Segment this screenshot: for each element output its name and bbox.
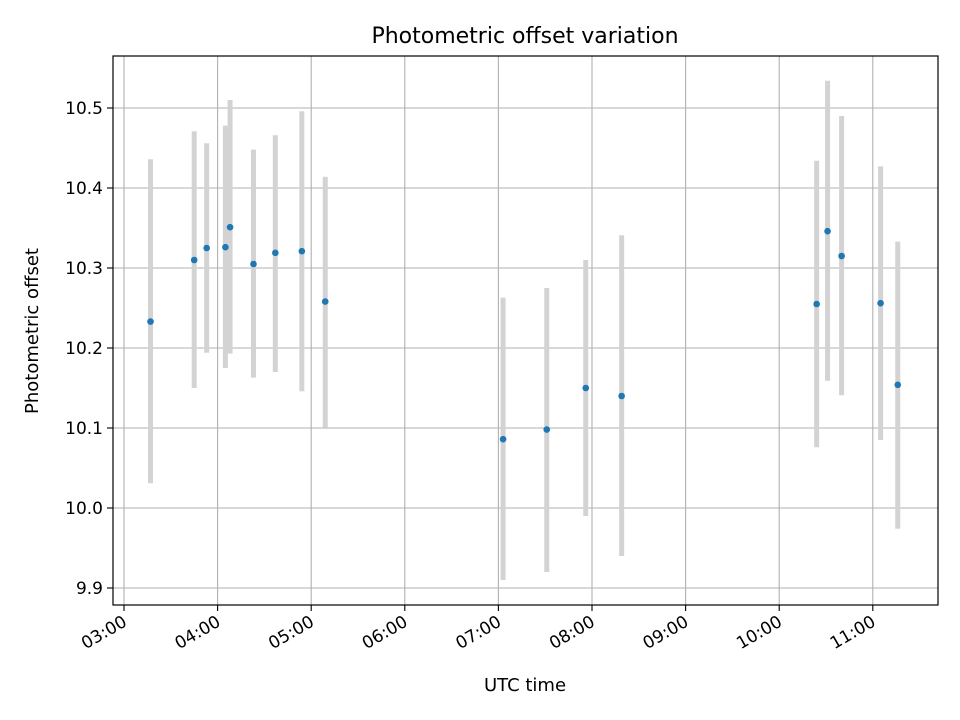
y-tick-label: 10.5 bbox=[65, 99, 103, 119]
data-point bbox=[298, 247, 306, 255]
y-tick-label: 10.4 bbox=[65, 179, 103, 199]
data-point bbox=[894, 381, 902, 389]
data-point bbox=[877, 299, 884, 307]
y-tick-label: 10.0 bbox=[65, 499, 103, 519]
y-tick-label: 10.3 bbox=[65, 259, 103, 279]
y-axis-label: Photometric offset bbox=[22, 248, 43, 414]
data-point bbox=[582, 384, 590, 392]
y-axis-ticks: 9.9 10.0 10.1 10.2 10.3 10.4 10.5 bbox=[65, 99, 113, 599]
x-axis-label: UTC time bbox=[484, 675, 566, 696]
y-tick-label: 9.9 bbox=[76, 579, 103, 599]
data-point bbox=[499, 435, 507, 443]
data-point bbox=[321, 298, 329, 305]
data-point bbox=[203, 244, 210, 252]
data-point bbox=[618, 392, 625, 400]
data-point bbox=[222, 243, 229, 251]
data-point bbox=[190, 256, 198, 264]
y-tick-label: 10.2 bbox=[65, 339, 103, 359]
grid bbox=[113, 56, 938, 605]
chart-title: Photometric offset variation bbox=[371, 24, 678, 49]
y-tick-label: 10.1 bbox=[65, 419, 103, 439]
data-point bbox=[272, 249, 279, 257]
data-point bbox=[147, 318, 154, 325]
plot-frame bbox=[112, 55, 939, 606]
data-point bbox=[838, 252, 845, 260]
data-point bbox=[226, 223, 234, 231]
data-point bbox=[813, 300, 820, 308]
data-point bbox=[824, 227, 831, 235]
data-point bbox=[250, 260, 257, 268]
data-points bbox=[147, 223, 902, 443]
data-point bbox=[543, 426, 551, 433]
